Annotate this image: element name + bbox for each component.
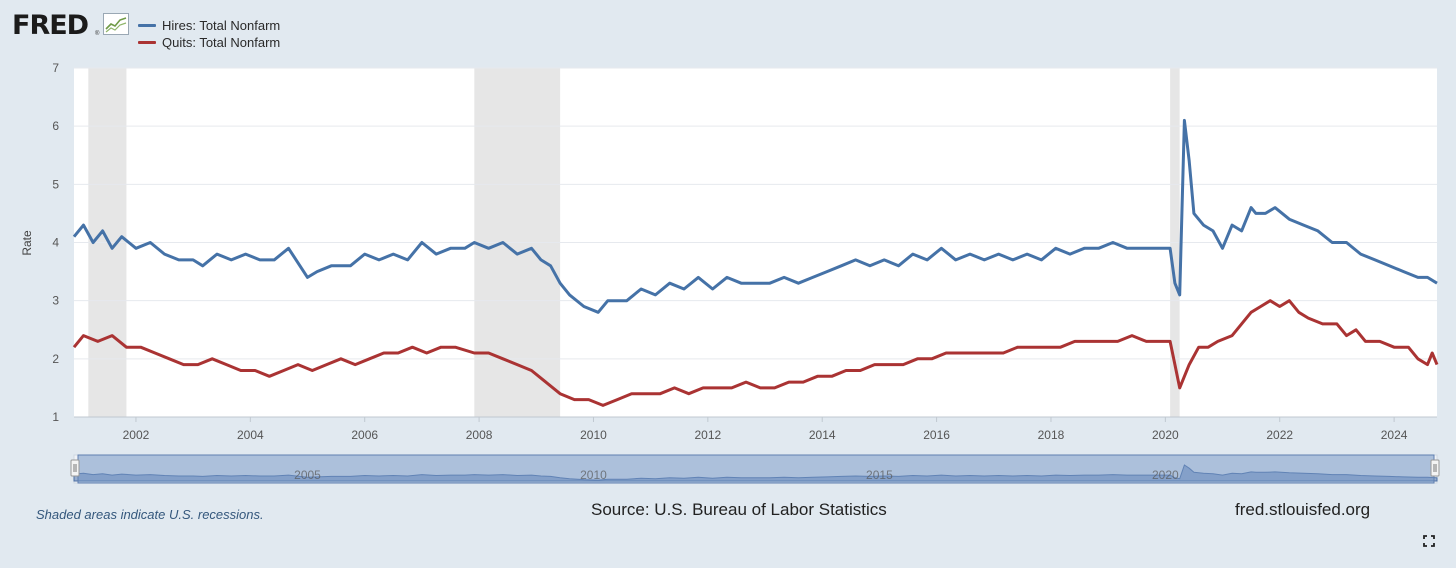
x-tick-label: 2010 [580, 428, 607, 442]
y-axis-title: Rate [20, 230, 34, 256]
fred-graph-icon [103, 13, 129, 35]
navigator-tick-label: 2020 [1152, 468, 1179, 482]
x-tick-label: 2022 [1266, 428, 1293, 442]
y-tick-label: 5 [52, 177, 59, 191]
x-tick-label: 2006 [351, 428, 378, 442]
site-link[interactable]: fred.stlouisfed.org [1235, 500, 1371, 519]
y-tick-label: 2 [52, 352, 59, 366]
source-label: Source: U.S. Bureau of Labor Statistics [591, 500, 887, 519]
navigator-tick-label: 2015 [866, 468, 893, 482]
y-tick-label: 3 [52, 294, 59, 308]
legend-swatch-quits [138, 40, 156, 44]
legend-swatch-hires [138, 23, 156, 27]
x-tick-label: 2008 [466, 428, 493, 442]
x-tick-label: 2018 [1038, 428, 1065, 442]
y-tick-label: 4 [52, 236, 59, 250]
series-line-quits[interactable] [72, 299, 1439, 407]
recession-note: Shaded areas indicate U.S. recessions. [36, 507, 264, 522]
fred-logo-registered-mark: ® [95, 31, 100, 37]
navigator-tick-labels: 2005 2010 2015 2020 [294, 468, 1179, 482]
series-line-hires[interactable] [72, 118, 1438, 314]
x-axis-ticks: 2002 2004 2006 2008 2010 2012 2014 2016 2018 2020… [74, 416, 1437, 442]
x-tick-label: 2002 [123, 428, 150, 442]
x-tick-label: 2020 [1152, 428, 1179, 442]
y-tick-label: 7 [52, 61, 59, 75]
y-axis-ticks: 1 2 3 4 5 6 7 [52, 61, 59, 424]
x-tick-label: 2012 [694, 428, 721, 442]
fred-logo: FRED [12, 10, 89, 41]
navigator-selection[interactable] [77, 454, 1435, 484]
navigator-tick-label: 2005 [294, 468, 321, 482]
x-tick-label: 2014 [809, 428, 836, 442]
legend-label-hires: Hires: Total Nonfarm [162, 17, 281, 33]
navigator-left-handle[interactable] [70, 459, 80, 477]
range-navigator[interactable]: 2005 2010 2015 2020 [70, 454, 1440, 484]
series-lines [72, 118, 1439, 407]
y-tick-label: 1 [52, 410, 59, 424]
legend-item-hires[interactable]: Hires: Total Nonfarm [138, 17, 280, 33]
navigator-tick-label: 2010 [580, 468, 607, 482]
navigator-right-handle[interactable] [1430, 459, 1440, 477]
chart-area: 1 2 3 4 5 6 7 2002 2004 2006 2008 2010 2012 2014 2016… [20, 61, 1440, 484]
legend-label-quits: Quits: Total Nonfarm [162, 34, 281, 50]
x-tick-label: 2024 [1381, 428, 1408, 442]
fullscreen-icon[interactable] [1423, 535, 1435, 547]
x-tick-label: 2016 [923, 428, 950, 442]
x-tick-label: 2004 [237, 428, 264, 442]
y-tick-label: 6 [52, 119, 59, 133]
legend-item-quits[interactable]: Quits: Total Nonfarm [138, 34, 280, 50]
